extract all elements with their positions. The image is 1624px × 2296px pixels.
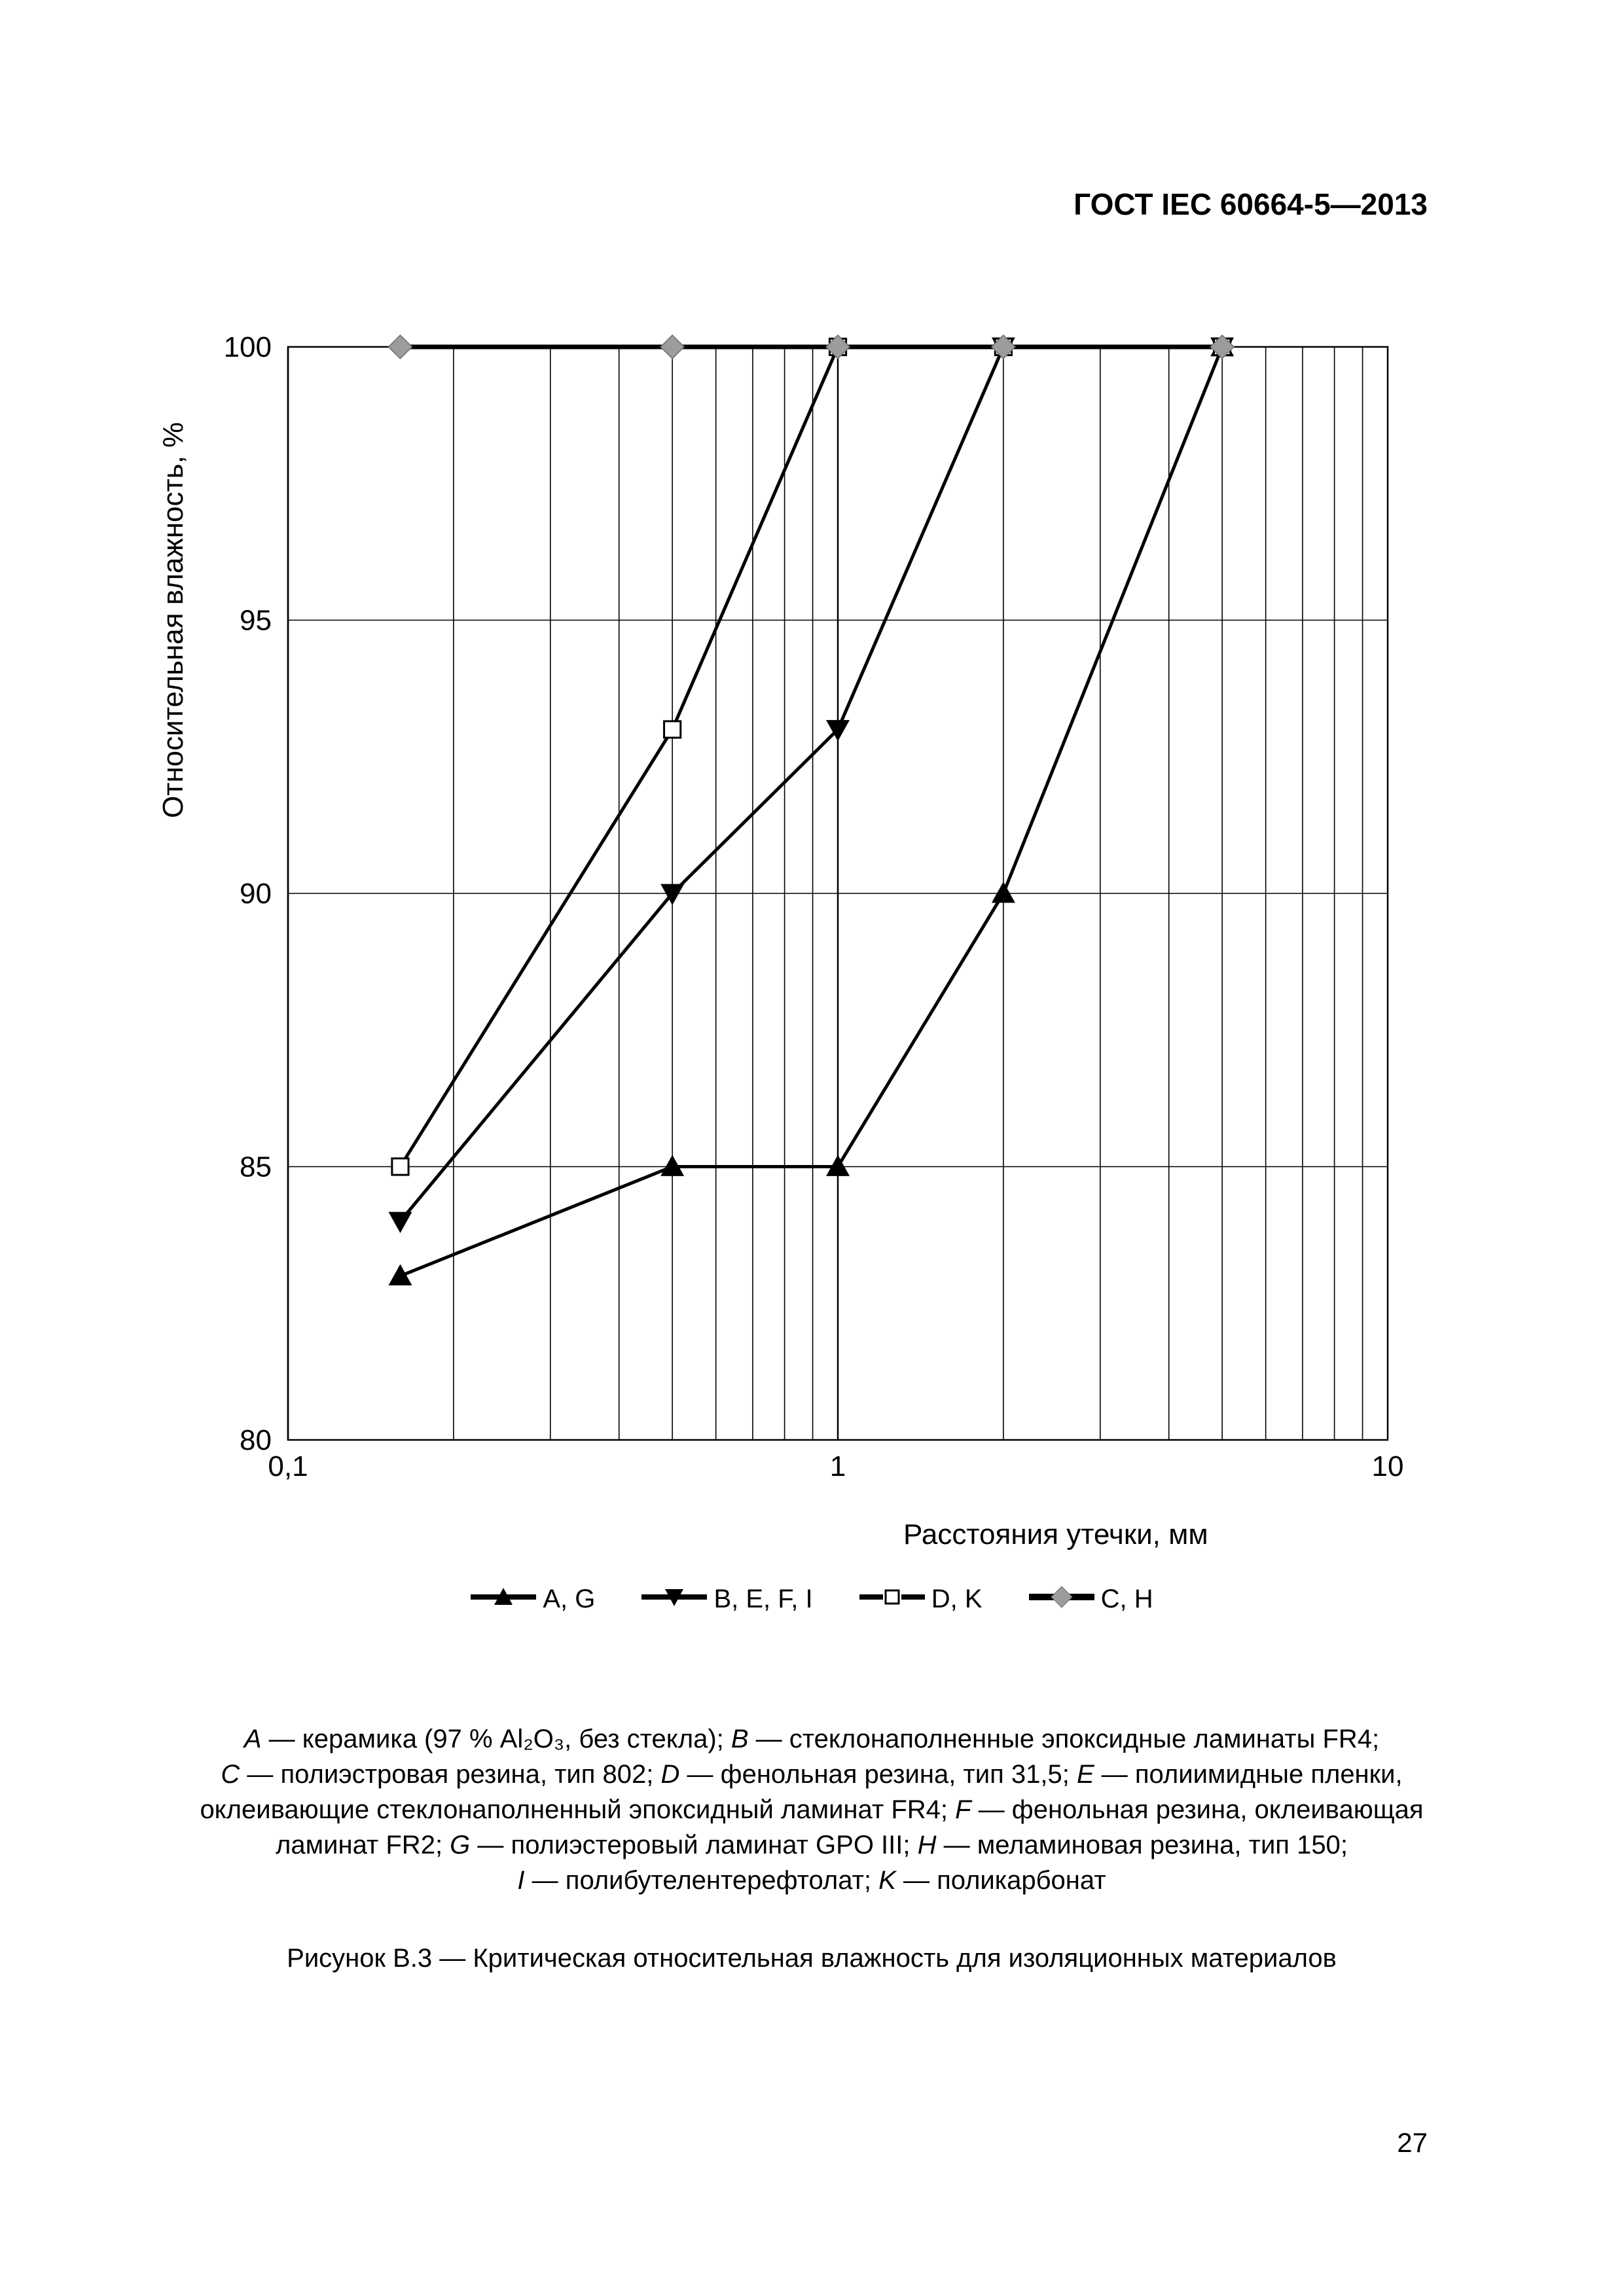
svg-text:1: 1	[830, 1450, 846, 1482]
svg-text:95: 95	[240, 605, 272, 637]
legend-glyph-dk	[859, 1585, 925, 1615]
legend-item-befi: B, E, F, I	[641, 1585, 812, 1615]
chart-ylabel: Относительная влажность, %	[157, 422, 190, 818]
material-H: меламиновая резина, тип 150	[977, 1831, 1341, 1859]
legend-label-dk: D, K	[931, 1585, 983, 1613]
legend-glyph-ch	[1029, 1585, 1094, 1615]
svg-text:80: 80	[240, 1424, 272, 1456]
legend-label-ag: A, G	[543, 1585, 595, 1613]
document-header: ГОСТ IEC 60664-5—2013	[1074, 187, 1428, 222]
material-G: полиэстеровый ламинат GPO III	[511, 1831, 903, 1859]
material-D: фенольная резина, тип 31,5	[721, 1760, 1062, 1789]
legend-item-ag: A, G	[471, 1585, 595, 1615]
legend-glyph-befi	[641, 1585, 707, 1615]
chart-legend: A, G B, E, F, I D, K C, H	[0, 1584, 1624, 1615]
chart-svg: 80 85 90 95 100 0,1 1 10	[190, 327, 1434, 1518]
material-C: полиэстровая резина, тип 802	[281, 1760, 647, 1789]
material-I: полибутелентерефтолат	[566, 1866, 864, 1895]
chart-xlabel: Расстояния утечки, мм	[903, 1518, 1208, 1551]
material-A: керамика (97 % Al₂O₃, без стекла)	[302, 1725, 717, 1753]
figure-caption: Рисунок B.3 — Критическая относительная …	[164, 1944, 1460, 1973]
svg-text:85: 85	[240, 1151, 272, 1183]
legend-label-ch: C, H	[1101, 1585, 1153, 1613]
svg-text:90: 90	[240, 878, 272, 910]
svg-text:100: 100	[224, 331, 272, 363]
legend-item-dk: D, K	[859, 1585, 983, 1615]
material-B: стеклонаполненные эпоксидные ламинаты FR…	[789, 1725, 1372, 1753]
chart: 80 85 90 95 100 0,1 1 10	[190, 327, 1434, 1522]
page-number: 27	[1397, 2127, 1428, 2159]
page: ГОСТ IEC 60664-5—2013 Относительная влаж…	[0, 0, 1624, 2296]
svg-text:10: 10	[1372, 1450, 1404, 1482]
materials-caption: A — керамика (97 % Al₂O₃, без стекла); B…	[164, 1721, 1460, 1898]
material-K: поликарбонат	[937, 1866, 1106, 1895]
svg-text:0,1: 0,1	[268, 1450, 308, 1482]
legend-label-befi: B, E, F, I	[713, 1585, 812, 1613]
legend-item-ch: C, H	[1029, 1585, 1153, 1615]
legend-glyph-ag	[471, 1585, 536, 1615]
